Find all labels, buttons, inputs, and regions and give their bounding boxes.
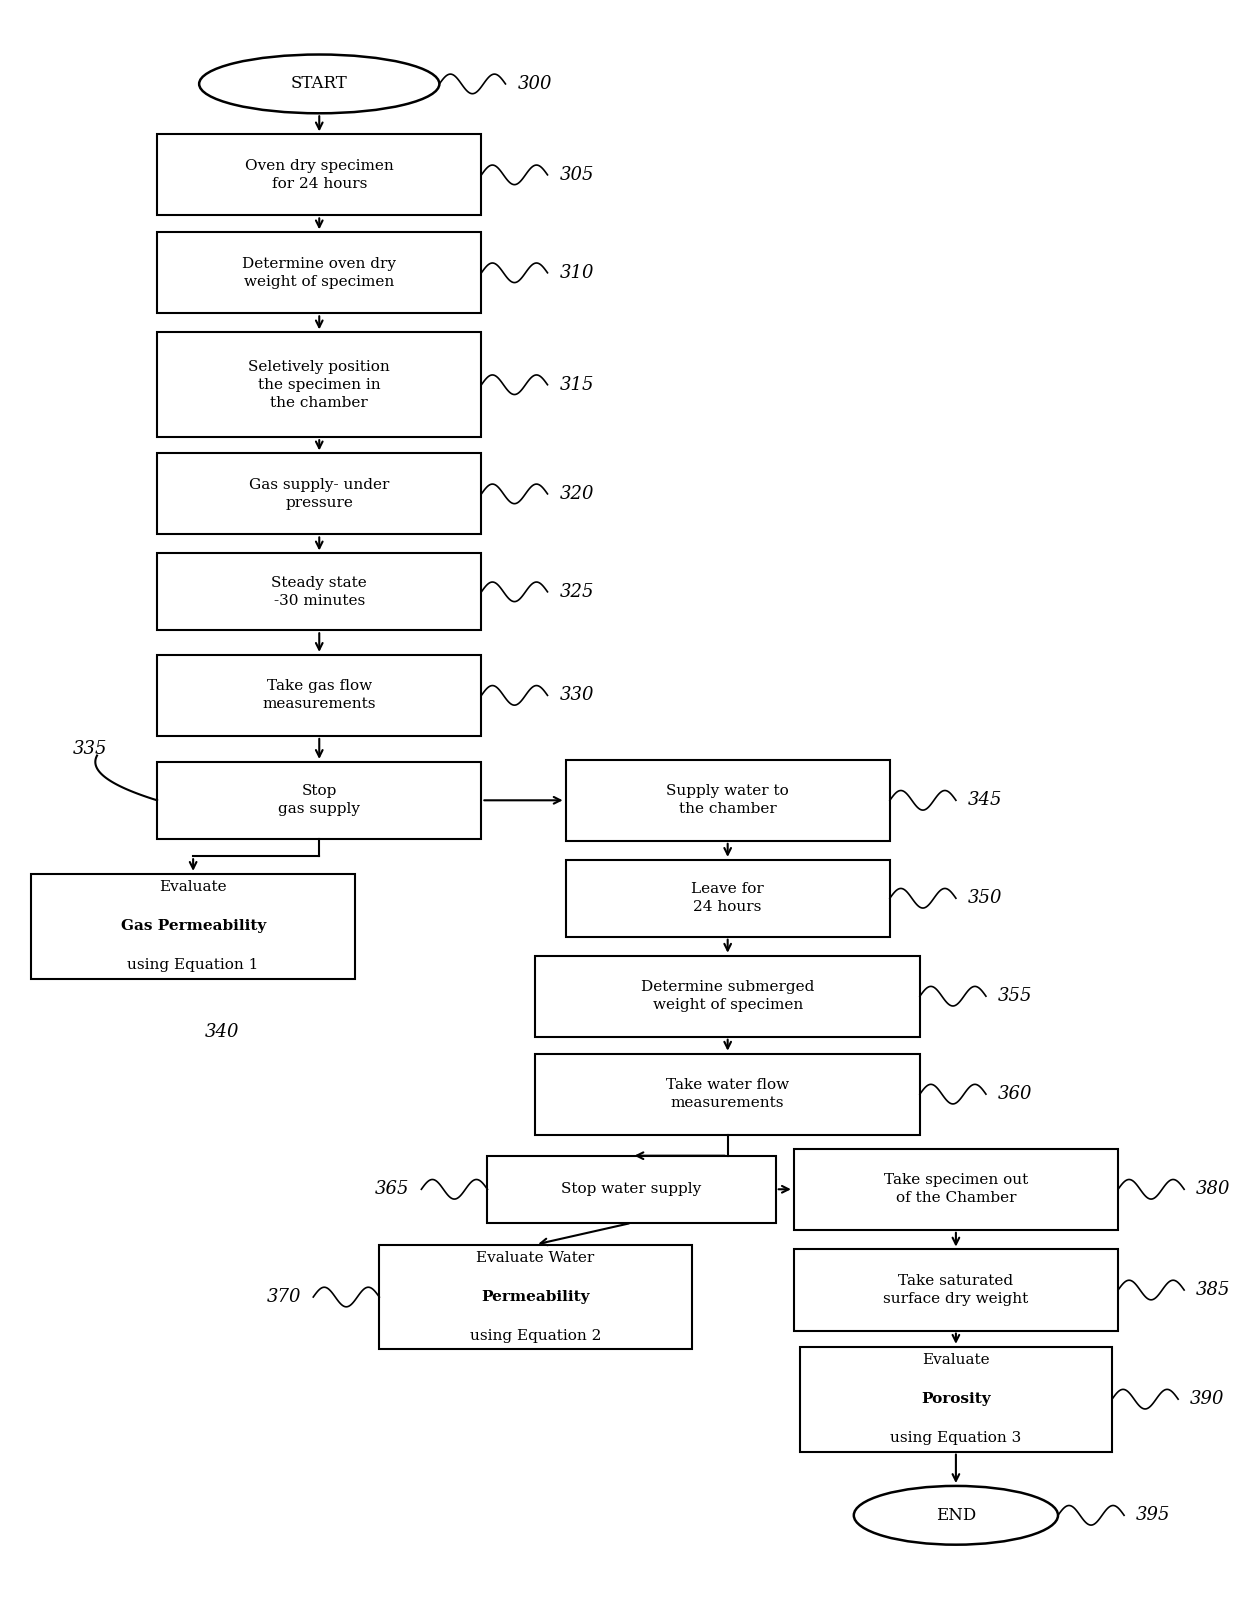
Text: Stop water supply: Stop water supply (562, 1183, 702, 1195)
Text: 370: 370 (267, 1289, 301, 1307)
FancyBboxPatch shape (536, 956, 920, 1036)
Text: Porosity: Porosity (921, 1392, 991, 1406)
Text: Permeability: Permeability (481, 1290, 590, 1303)
FancyBboxPatch shape (800, 1347, 1112, 1451)
FancyBboxPatch shape (794, 1250, 1118, 1331)
FancyBboxPatch shape (157, 553, 481, 631)
FancyBboxPatch shape (379, 1244, 692, 1350)
Text: 340: 340 (205, 1023, 239, 1041)
Text: START: START (291, 76, 347, 92)
Text: Gas Permeability: Gas Permeability (120, 919, 265, 933)
FancyBboxPatch shape (31, 874, 356, 978)
Text: 390: 390 (1190, 1390, 1225, 1408)
Text: 310: 310 (559, 264, 594, 282)
FancyBboxPatch shape (157, 333, 481, 438)
Text: Take specimen out
of the Chamber: Take specimen out of the Chamber (884, 1173, 1028, 1205)
Text: 315: 315 (559, 377, 594, 394)
Text: 380: 380 (1197, 1181, 1230, 1199)
FancyBboxPatch shape (536, 1054, 920, 1134)
FancyBboxPatch shape (157, 134, 481, 216)
FancyBboxPatch shape (794, 1149, 1118, 1229)
Text: 345: 345 (968, 792, 1002, 809)
FancyBboxPatch shape (157, 761, 481, 838)
Text: END: END (936, 1506, 976, 1524)
Text: 350: 350 (968, 890, 1002, 907)
Text: using Equation 1: using Equation 1 (128, 959, 259, 972)
Text: Supply water to
the chamber: Supply water to the chamber (666, 784, 789, 816)
Text: Leave for
24 hours: Leave for 24 hours (692, 882, 764, 914)
FancyBboxPatch shape (487, 1155, 776, 1223)
FancyBboxPatch shape (157, 655, 481, 735)
Ellipse shape (854, 1487, 1058, 1545)
Ellipse shape (200, 55, 439, 113)
Text: using Equation 2: using Equation 2 (470, 1329, 601, 1344)
Text: 385: 385 (1197, 1281, 1230, 1298)
Text: 305: 305 (559, 166, 594, 183)
Text: Take gas flow
measurements: Take gas flow measurements (263, 679, 376, 711)
Text: 320: 320 (559, 484, 594, 504)
Text: 365: 365 (374, 1181, 409, 1199)
Text: Evaluate: Evaluate (159, 880, 227, 895)
Text: Evaluate Water: Evaluate Water (476, 1250, 595, 1265)
Text: 355: 355 (998, 988, 1033, 1006)
Text: Determine oven dry
weight of specimen: Determine oven dry weight of specimen (242, 257, 397, 288)
Text: 395: 395 (1136, 1506, 1171, 1524)
Text: Steady state
-30 minutes: Steady state -30 minutes (272, 576, 367, 608)
Text: Take saturated
surface dry weight: Take saturated surface dry weight (883, 1274, 1028, 1307)
Text: using Equation 3: using Equation 3 (890, 1432, 1022, 1445)
FancyBboxPatch shape (157, 454, 481, 534)
Text: Oven dry specimen
for 24 hours: Oven dry specimen for 24 hours (244, 159, 393, 191)
Text: Stop
gas supply: Stop gas supply (278, 784, 361, 816)
FancyBboxPatch shape (565, 859, 890, 936)
Text: 300: 300 (517, 76, 552, 93)
Text: 330: 330 (559, 687, 594, 705)
Text: Evaluate: Evaluate (923, 1353, 990, 1368)
Text: 360: 360 (998, 1084, 1033, 1104)
Text: Take water flow
measurements: Take water flow measurements (666, 1078, 789, 1110)
FancyBboxPatch shape (565, 759, 890, 842)
Text: 325: 325 (559, 582, 594, 600)
Text: Determine submerged
weight of specimen: Determine submerged weight of specimen (641, 980, 815, 1012)
Text: Seletively position
the specimen in
the chamber: Seletively position the specimen in the … (248, 360, 391, 410)
FancyBboxPatch shape (157, 232, 481, 314)
Text: Gas supply- under
pressure: Gas supply- under pressure (249, 478, 389, 510)
Text: 335: 335 (73, 740, 108, 758)
